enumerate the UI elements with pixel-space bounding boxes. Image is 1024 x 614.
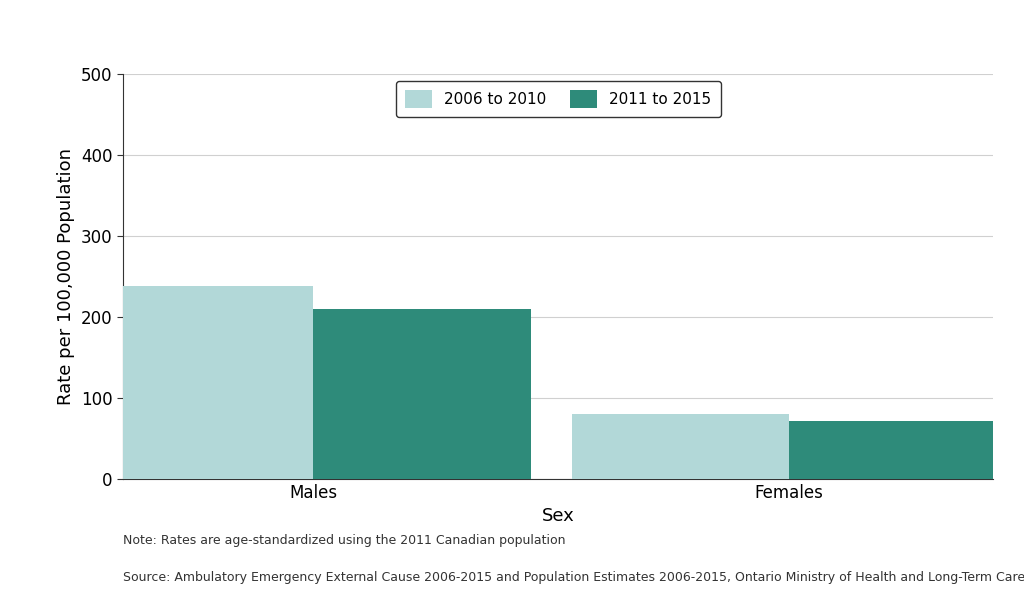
Bar — [95, 286, 313, 479]
Bar — [571, 414, 790, 479]
Legend: 2006 to 2010, 2011 to 2015: 2006 to 2010, 2011 to 2015 — [395, 81, 721, 117]
Text: Note: Rates are age-standardized using the 2011 Canadian population: Note: Rates are age-standardized using t… — [123, 534, 565, 547]
Bar — [790, 421, 1007, 479]
Bar — [313, 309, 530, 479]
Y-axis label: Rate per 100,000 Population: Rate per 100,000 Population — [57, 148, 76, 405]
Text: Source: Ambulatory Emergency External Cause 2006-2015 and Population Estimates 2: Source: Ambulatory Emergency External Ca… — [123, 571, 1024, 584]
X-axis label: Sex: Sex — [542, 507, 574, 526]
